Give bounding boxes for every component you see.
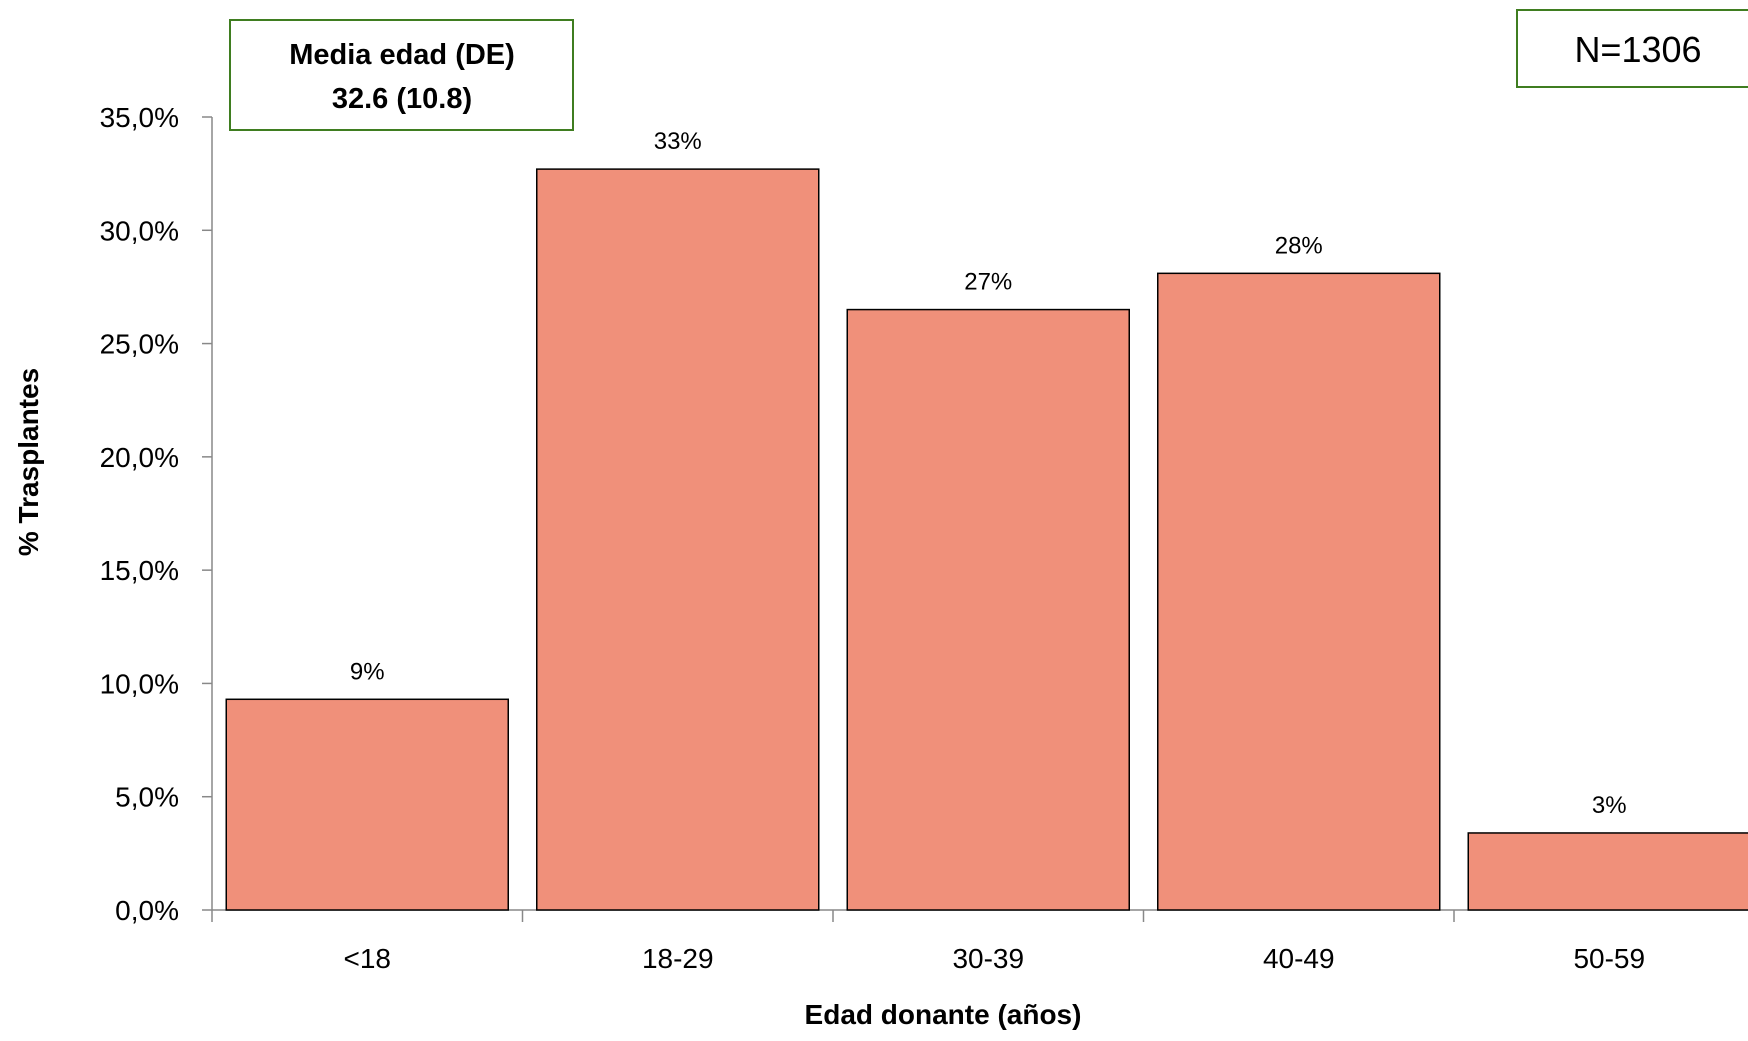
x-tick-label: 50-59 xyxy=(1573,943,1645,974)
bar-30-39 xyxy=(846,308,1130,911)
data-label: 33% xyxy=(654,128,702,155)
data-label: 3% xyxy=(1592,792,1627,819)
x-axis: <18 18-29 30-39 40-49 50-59 xyxy=(211,909,1748,974)
sample-size-box: N=1306 xyxy=(1516,9,1748,88)
x-tick-label: 40-49 xyxy=(1263,943,1335,974)
bar-40-49 xyxy=(1157,272,1441,911)
y-tick-label: 5,0% xyxy=(115,782,179,813)
x-tick-label: 18-29 xyxy=(642,943,714,974)
sample-size-label: N=1306 xyxy=(1574,29,1701,70)
data-label: 28% xyxy=(1275,232,1323,259)
y-tick-label: 10,0% xyxy=(100,668,179,699)
y-tick-label: 35,0% xyxy=(100,102,179,133)
data-labels: 9% 33% 27% 28% 3% xyxy=(350,128,1627,819)
stats-annotation-box: Media edad (DE) 32.6 (10.8) xyxy=(229,19,574,131)
y-tick-label: 20,0% xyxy=(100,442,179,473)
y-tick-label: 0,0% xyxy=(115,895,179,926)
y-axis-title: % Trasplantes xyxy=(13,368,44,556)
stats-annotation-line2: 32.6 (10.8) xyxy=(332,83,472,115)
bar-18-29 xyxy=(536,168,820,911)
bar-50-59 xyxy=(1467,832,1748,911)
x-tick-label: <18 xyxy=(344,943,392,974)
stats-annotation-line1: Media edad (DE) xyxy=(289,39,515,71)
y-tick-label: 15,0% xyxy=(100,555,179,586)
y-tick-label: 30,0% xyxy=(100,215,179,246)
data-label: 27% xyxy=(964,269,1012,296)
bars xyxy=(225,168,1748,911)
x-axis-title: Edad donante (años) xyxy=(805,999,1082,1030)
bar-<18 xyxy=(225,698,509,911)
y-axis: 0,0% 5,0% 10,0% 15,0% 20,0% 25,0% 30,0% 35,0% xyxy=(100,102,213,926)
x-tick-label: 30-39 xyxy=(952,943,1024,974)
data-label: 9% xyxy=(350,658,385,685)
y-tick-label: 25,0% xyxy=(100,329,179,360)
